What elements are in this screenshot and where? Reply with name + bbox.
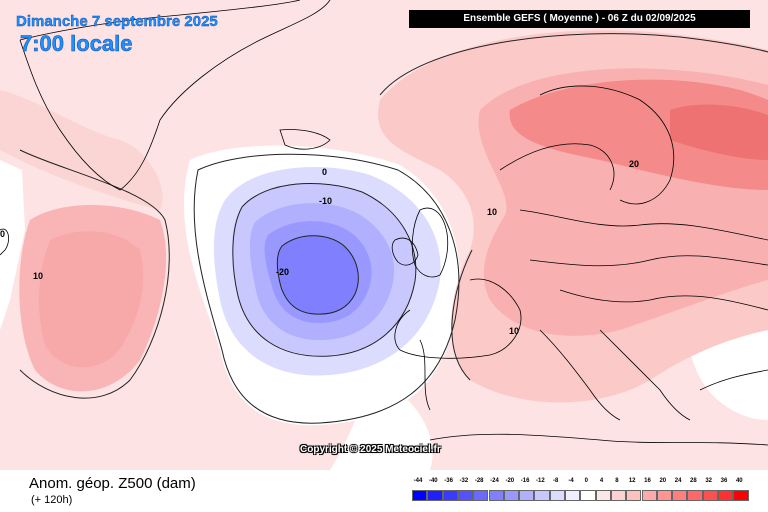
- coastlines: [0, 0, 768, 446]
- lead-time: (+ 120h): [31, 494, 73, 506]
- legend-swatch: [626, 490, 642, 501]
- contour-label-10-iberia: 10: [509, 326, 519, 336]
- run-info: Ensemble GEFS ( Moyenne ) - 06 Z du 02/0…: [409, 10, 750, 28]
- legend-label: -44: [413, 478, 423, 484]
- legend-label: -20: [505, 478, 515, 484]
- contour-label-neg20: -20: [276, 267, 289, 277]
- legend-swatch: [702, 490, 718, 501]
- negative-anomaly-zones: [213, 167, 441, 376]
- legend-label: 36: [720, 478, 728, 484]
- legend-label: 4: [599, 478, 604, 484]
- legend-swatch: [412, 490, 428, 501]
- legend-swatch: [672, 490, 688, 501]
- legend-swatch: [733, 490, 749, 501]
- contour-label-0-west: 0: [0, 229, 5, 239]
- legend-swatch: [519, 490, 535, 501]
- legend-label: -4: [568, 478, 574, 484]
- legend-label: 8: [615, 478, 619, 484]
- legend-swatch: [549, 490, 565, 501]
- legend-swatch: [580, 490, 596, 501]
- legend-label: 12: [628, 478, 636, 484]
- forecast-local-time: 7:00 locale: [20, 31, 133, 57]
- legend-label: -8: [553, 478, 559, 484]
- legend-swatch: [503, 490, 520, 501]
- legend-label: 16: [644, 478, 651, 484]
- legend-label: -12: [536, 478, 545, 484]
- legend-label: -16: [520, 478, 530, 484]
- contour-label-10-west: 10: [33, 271, 43, 281]
- legend-swatch: [457, 490, 474, 501]
- contour-lines: [19, 33, 768, 424]
- anomaly-map: 0 -10 -20 10 10 10 20 0: [0, 0, 768, 470]
- legend-swatch: [565, 490, 581, 501]
- legend-swatch: [488, 490, 504, 501]
- legend-label: -36: [444, 478, 453, 484]
- contour-label-20: 20: [629, 159, 639, 169]
- copyright: Copyright © 2025 Meteociel.fr: [300, 444, 441, 455]
- legend-swatch: [610, 490, 627, 501]
- color-legend: -44 -40 -36 -32 -28 -24 -20 -16 -12 -8 -4 0 4 8 12 16 20…: [412, 478, 752, 508]
- legend-swatch: [534, 490, 550, 501]
- legend-label: 24: [674, 478, 682, 484]
- legend-swatch: [473, 490, 489, 501]
- legend-swatch: [687, 490, 703, 501]
- legend-swatch: [718, 490, 734, 501]
- legend-label: -24: [490, 478, 499, 484]
- legend-swatch: [442, 490, 458, 501]
- legend-label: 20: [659, 478, 667, 484]
- legend-label: 0: [584, 478, 588, 484]
- contour-label-0: 0: [322, 167, 327, 177]
- legend-label: -28: [474, 478, 484, 484]
- legend-swatch: [427, 490, 443, 501]
- legend-swatch: [641, 490, 657, 501]
- legend-label: -32: [459, 478, 469, 484]
- legend-label: 32: [705, 478, 713, 484]
- legend-label: 40: [735, 478, 743, 484]
- legend-swatch: [595, 490, 611, 501]
- contour-label-neg10: -10: [319, 196, 332, 206]
- positive-anomaly-zones: [0, 30, 768, 403]
- legend-label: 28: [690, 478, 697, 484]
- contour-label-10-atlantic: 10: [487, 207, 497, 217]
- parameter-label: Anom. géop. Z500 (dam): [29, 475, 196, 492]
- legend-swatch: [656, 490, 673, 501]
- contour-labels: 0 -10 -20 10 10 10 20 0: [0, 159, 639, 336]
- forecast-date: Dimanche 7 septembre 2025: [16, 13, 218, 30]
- legend-label: -40: [428, 478, 438, 484]
